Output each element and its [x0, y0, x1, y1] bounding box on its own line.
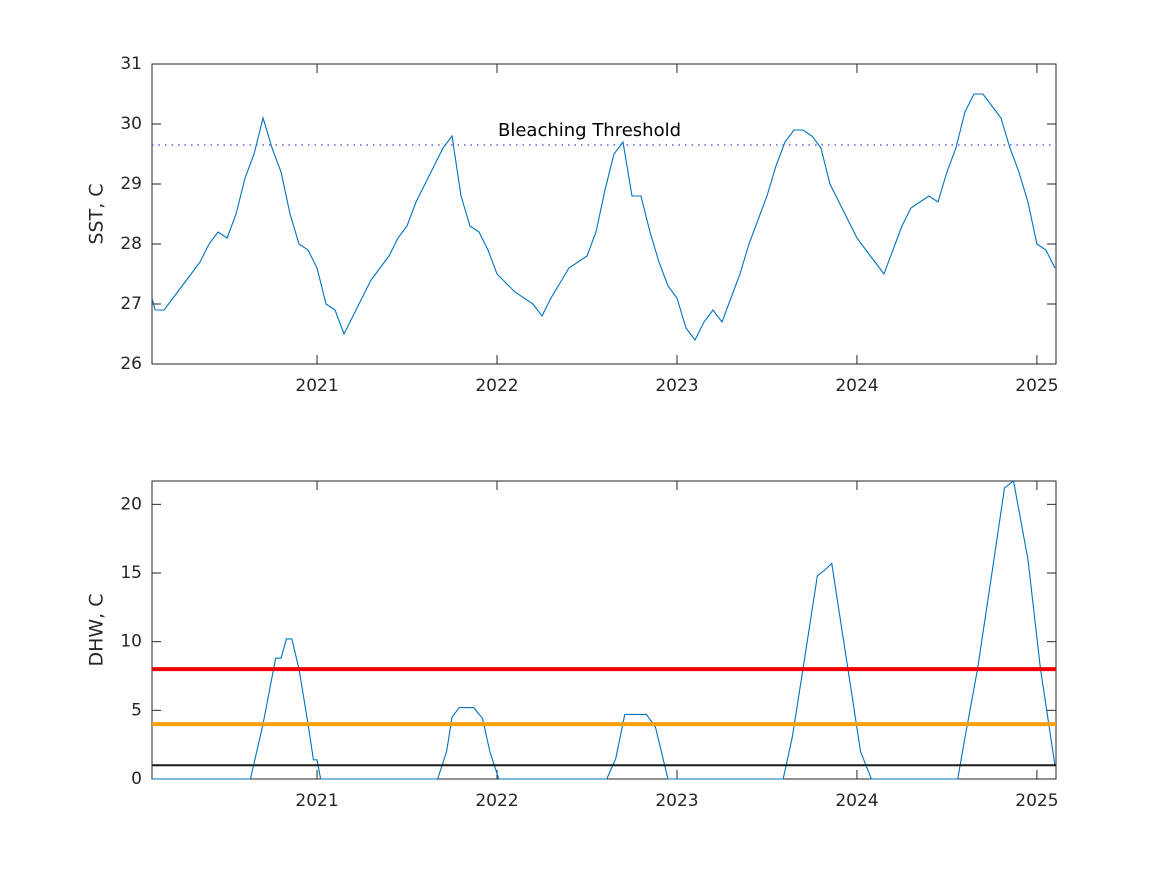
- x-tick-label: 2023: [655, 376, 698, 396]
- y-axis-label: SST, C: [86, 183, 108, 244]
- y-tick-label: 15: [120, 563, 142, 583]
- y-tick-label: 26: [120, 354, 142, 374]
- x-tick-label: 2022: [475, 791, 518, 811]
- threshold-label: Bleaching Threshold: [498, 120, 681, 141]
- y-tick-label: 10: [120, 632, 142, 652]
- y-tick-label: 27: [120, 294, 142, 314]
- y-tick-label: 29: [120, 174, 142, 194]
- axes-box: [151, 63, 1057, 365]
- x-tick-label: 2024: [835, 376, 878, 396]
- x-tick-label: 2023: [655, 791, 698, 811]
- x-tick-label: 2025: [1015, 376, 1058, 396]
- data-line: [151, 93, 1056, 342]
- x-tick-label: 2021: [295, 791, 338, 811]
- x-tick-label: 2024: [835, 791, 878, 811]
- y-tick-label: 20: [120, 494, 142, 514]
- y-tick-label: 31: [120, 54, 142, 74]
- x-tick-label: 2022: [475, 376, 518, 396]
- y-tick-label: 5: [131, 700, 142, 720]
- y-tick-label: 28: [120, 234, 142, 254]
- data-line: [152, 480, 1056, 780]
- x-tick-label: 2021: [295, 376, 338, 396]
- x-tick-label: 2025: [1015, 791, 1058, 811]
- y-tick-label: 0: [131, 769, 142, 789]
- y-tick-label: 30: [120, 114, 142, 134]
- y-axis-label: DHW, C: [86, 593, 108, 666]
